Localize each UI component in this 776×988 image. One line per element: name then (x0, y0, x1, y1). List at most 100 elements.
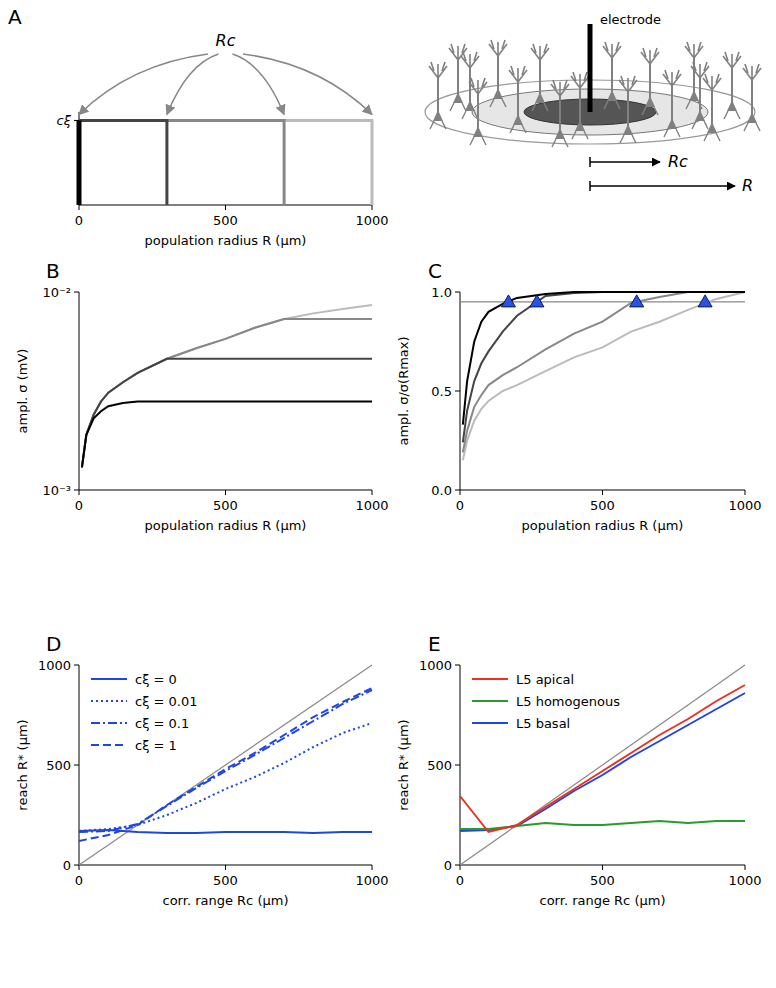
dendrite-tuft (641, 48, 659, 64)
x-tick (602, 490, 603, 495)
line (82, 359, 372, 468)
y-tick-label: 0.5 (431, 384, 452, 399)
soma (535, 92, 545, 103)
line (82, 401, 372, 467)
x-tick-label: 1000 (728, 873, 761, 888)
y-tick (455, 865, 460, 866)
line (79, 688, 372, 841)
basal-dendrite (664, 129, 680, 137)
soma (607, 90, 617, 101)
annotation-arrow (79, 54, 208, 114)
x-tick-label: 0 (456, 498, 464, 513)
basal-dendrite (490, 99, 506, 107)
plot-area (82, 305, 372, 467)
legend-swatch (91, 700, 127, 702)
x-axis-title: population radius R (μm) (522, 518, 684, 533)
y-tick-label: 1000 (38, 658, 71, 673)
x-tick-label: 500 (213, 873, 238, 888)
neuron (703, 74, 721, 141)
x-tick (602, 865, 603, 870)
neuron (571, 72, 589, 139)
legend: L5 apical L5 homogenous L5 basal (472, 672, 620, 731)
panel-1: B0500100010⁻³10⁻²population radius R (μm… (15, 259, 389, 533)
x-tick-label: 0 (456, 873, 464, 888)
line (79, 120, 284, 205)
soma (575, 120, 585, 131)
basal-dendrite (510, 125, 526, 133)
x-tick (372, 865, 373, 870)
basal-dendrite (450, 103, 466, 111)
basal-dendrite (744, 123, 760, 131)
panel-letter: E (428, 632, 441, 656)
x-tick-label: 500 (590, 873, 615, 888)
marker (630, 295, 644, 307)
basal-dendrite (692, 121, 708, 129)
soma (513, 114, 523, 125)
x-tick (460, 865, 461, 870)
soma (465, 100, 475, 111)
legend: cξ = 0cξ = 0.01cξ = 0.1cξ = 1 (91, 672, 198, 753)
neuron (551, 80, 569, 147)
x-tick (460, 490, 461, 495)
panel-2: C050010000.00.51.0population radius R (μ… (396, 259, 762, 533)
neuron (619, 76, 637, 143)
legend-label: L5 apical (516, 672, 574, 687)
legend-swatch (472, 722, 508, 724)
line (82, 305, 372, 467)
line (463, 292, 745, 442)
legend-label: L5 basal (516, 716, 570, 731)
line (79, 723, 372, 831)
y-tick (74, 865, 79, 866)
soma (747, 112, 757, 123)
marker (530, 295, 544, 307)
legend-label: L5 homogenous (516, 694, 620, 709)
dendrite-tuft (571, 72, 589, 88)
y-tick-label: 0.0 (431, 483, 452, 498)
x-tick-label: 1000 (355, 498, 388, 513)
y-tick-label: 0 (444, 858, 452, 873)
dendrite-tuft (723, 52, 741, 68)
soma (689, 90, 699, 101)
y-tick-label: 10⁻² (42, 285, 71, 300)
panel-0: A05001000cξpopulation radius R (μm)Rc (8, 5, 389, 248)
dendrite-tuft (619, 76, 637, 92)
line (460, 685, 745, 832)
y-axis-title: reach R* (μm) (15, 719, 30, 810)
electrode-label: electrode (600, 12, 661, 27)
legend-swatch (91, 744, 127, 746)
panel-4: E0500100005001000corr. range Rc (μm)reac… (396, 632, 762, 908)
reference-line (460, 665, 745, 865)
r-arrow (590, 185, 735, 187)
y-axis (79, 292, 80, 490)
neuron (489, 40, 507, 107)
x-tick (79, 865, 80, 870)
y-tick (74, 292, 79, 293)
basal-dendrite (724, 111, 740, 119)
soma (433, 110, 443, 121)
y-axis-title: ampl. σ (mV) (15, 349, 30, 434)
dendrite-tuft (489, 40, 507, 56)
basal-dendrite (532, 103, 548, 111)
soma (493, 88, 503, 99)
x-tick (372, 490, 373, 495)
soma (623, 124, 633, 135)
neuron (691, 62, 709, 129)
neuron (461, 52, 479, 119)
legend-label: cξ = 0 (135, 672, 177, 687)
neuron (641, 48, 659, 115)
basal-dendrite (604, 101, 620, 109)
neuron (743, 64, 761, 131)
neuron (531, 44, 549, 111)
neuron (469, 78, 487, 145)
line (82, 319, 372, 467)
line (463, 292, 745, 460)
x-tick (225, 490, 226, 495)
y-tick (74, 765, 79, 766)
line (79, 120, 167, 205)
y-tick-label: cξ (57, 113, 72, 128)
soma (707, 122, 717, 133)
dendrite-tuft (461, 52, 479, 68)
marker (501, 295, 515, 307)
neuron (723, 52, 741, 119)
basal-dendrite (704, 133, 720, 141)
